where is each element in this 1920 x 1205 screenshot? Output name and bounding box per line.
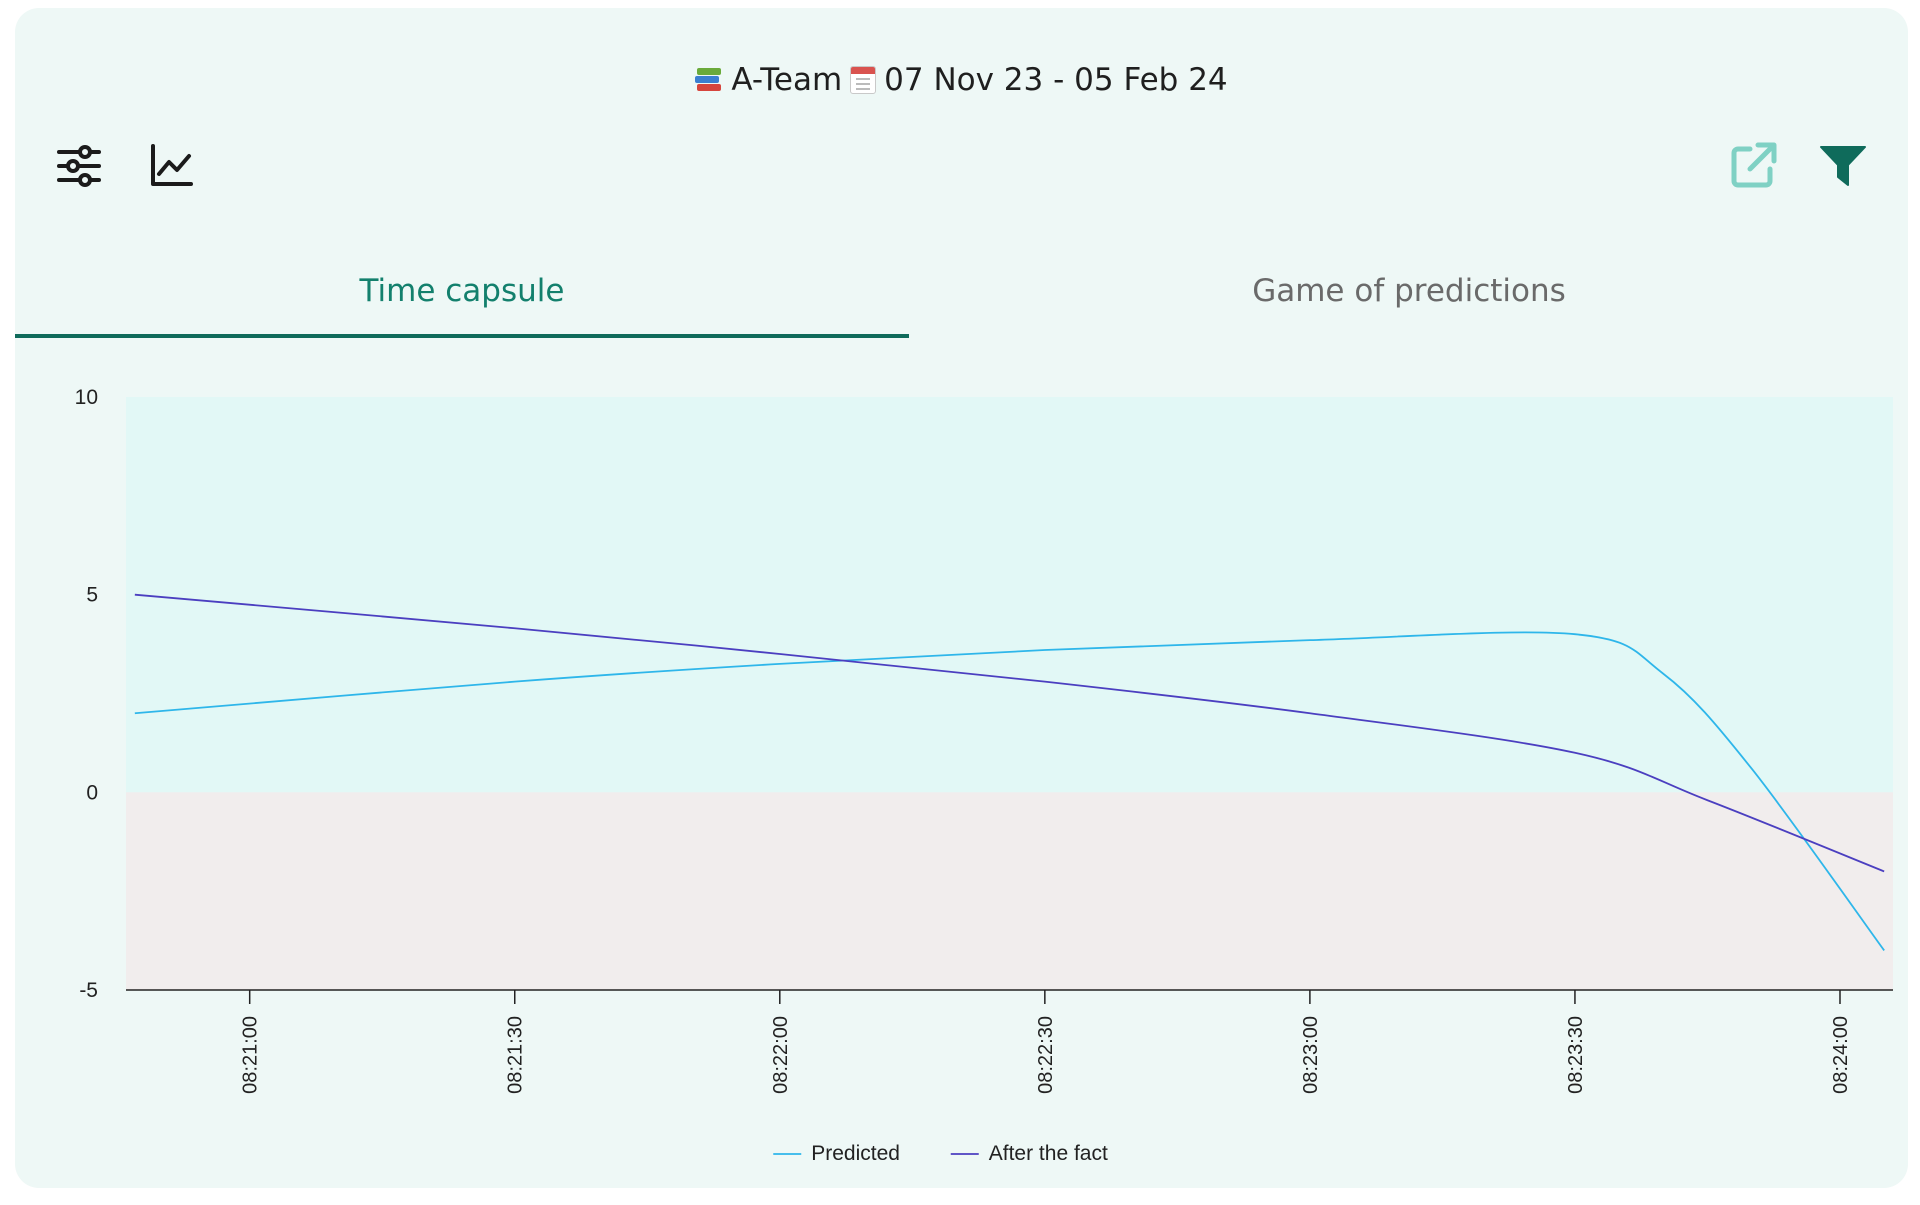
sliders-icon[interactable] bbox=[51, 138, 107, 194]
x-tick-label: 08:23:00 bbox=[1300, 1016, 1322, 1094]
x-tick-label: 08:21:00 bbox=[240, 1016, 262, 1094]
legend-label-after-the-fact: After the fact bbox=[989, 1142, 1108, 1165]
y-tick-label: -5 bbox=[79, 979, 98, 1002]
x-tick-label: 08:21:30 bbox=[505, 1016, 527, 1094]
filter-icon[interactable] bbox=[1815, 138, 1871, 194]
books-emoji-icon bbox=[695, 67, 723, 93]
team-name: A-Team bbox=[731, 61, 843, 98]
series-line-predicted bbox=[134, 631, 1885, 951]
chart-card: A-Team 07 Nov 23 - 05 Feb 24 bbox=[15, 8, 1908, 1188]
x-tick-label: 08:24:00 bbox=[1830, 1016, 1852, 1094]
calendar-emoji-icon bbox=[850, 65, 877, 94]
x-tick-label: 08:22:30 bbox=[1035, 1016, 1057, 1094]
legend-label-predicted: Predicted bbox=[811, 1142, 900, 1165]
chart-area: -5 0 5 10 08:21:00 08:21:30 08:22:00 08:22:30 08… bbox=[15, 348, 1908, 1188]
tab-game-of-predictions[interactable]: Game of predictions bbox=[1252, 273, 1566, 309]
tab-bar: Time capsule Game of predictions bbox=[15, 248, 1908, 338]
x-tick-label: 08:22:00 bbox=[770, 1016, 792, 1094]
line-chart: -5 0 5 10 08:21:00 08:21:30 08:22:00 08:22:30 08… bbox=[75, 386, 1893, 1165]
y-tick-label: 10 bbox=[75, 386, 98, 409]
tab-time-capsule[interactable]: Time capsule bbox=[15, 248, 909, 338]
series-line-after-the-fact bbox=[134, 593, 1885, 873]
header-title: A-Team 07 Nov 23 - 05 Feb 24 bbox=[15, 60, 1908, 98]
x-tick-label: 08:23:30 bbox=[1565, 1016, 1587, 1094]
line-chart-icon[interactable] bbox=[143, 138, 199, 194]
y-tick-label: 5 bbox=[86, 584, 98, 607]
chart-band-1 bbox=[126, 792, 1893, 990]
date-range: 07 Nov 23 - 05 Feb 24 bbox=[884, 61, 1228, 98]
external-link-icon[interactable] bbox=[1725, 138, 1781, 194]
chart-band-0 bbox=[126, 397, 1893, 793]
y-tick-label: 0 bbox=[86, 781, 98, 804]
